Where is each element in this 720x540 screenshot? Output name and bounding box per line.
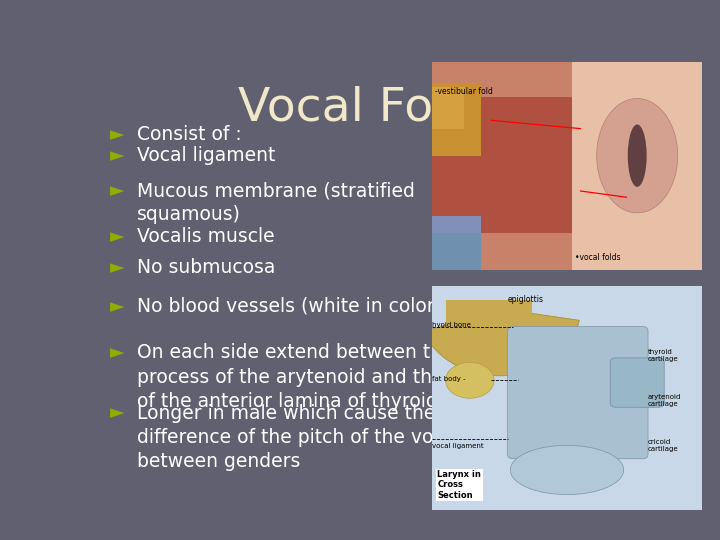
Text: arytenoid
cartilage: arytenoid cartilage	[648, 394, 681, 407]
Text: Consist of :: Consist of :	[138, 125, 242, 144]
Ellipse shape	[446, 362, 494, 399]
Text: Vocalis muscle: Vocalis muscle	[138, 227, 275, 246]
Bar	[572, 62, 702, 270]
Text: Longer in male which cause the
difference of the pitch of the voice
between gend: Longer in male which cause the differenc…	[138, 404, 461, 471]
Wedge shape	[423, 309, 580, 376]
Bar	[432, 233, 481, 270]
Text: ►: ►	[109, 146, 124, 165]
Bar	[432, 216, 481, 233]
Text: ►: ►	[109, 125, 124, 144]
Text: Vocal ligament: Vocal ligament	[138, 146, 276, 165]
Text: vocal ligament: vocal ligament	[432, 443, 484, 449]
Text: No blood vessels (white in color): No blood vessels (white in color)	[138, 297, 442, 316]
Ellipse shape	[510, 446, 624, 495]
Bar	[432, 62, 572, 270]
Bar	[432, 83, 481, 156]
Text: hyoid bone: hyoid bone	[432, 322, 471, 328]
Text: epiglottis: epiglottis	[508, 295, 544, 304]
Text: ►: ►	[109, 343, 124, 362]
FancyBboxPatch shape	[508, 327, 648, 459]
Text: fat body -: fat body -	[432, 376, 466, 382]
Bar	[432, 97, 572, 233]
Text: Mucous membrane (stratified
squamous): Mucous membrane (stratified squamous)	[138, 181, 415, 225]
Text: ►: ►	[109, 258, 124, 277]
Text: ►: ►	[109, 297, 124, 316]
Bar	[432, 87, 464, 129]
Text: ►: ►	[109, 227, 124, 246]
Text: •vocal folds: •vocal folds	[575, 253, 621, 262]
Text: ►: ►	[109, 181, 124, 200]
Ellipse shape	[597, 98, 678, 213]
Text: No submucosa: No submucosa	[138, 258, 276, 277]
FancyBboxPatch shape	[611, 358, 665, 407]
Text: -vestibular fold: -vestibular fold	[435, 87, 492, 96]
Bar	[446, 300, 532, 349]
Text: On each side extend between the voca
process of the arytenoid and the back
of th: On each side extend between the voca pro…	[138, 343, 504, 411]
Text: Larynx in
Cross
Section: Larynx in Cross Section	[438, 470, 481, 500]
Text: ►: ►	[109, 404, 124, 423]
Text: Vocal Folds: Vocal Folds	[238, 85, 500, 131]
Text: thyroid
cartilage: thyroid cartilage	[648, 349, 679, 362]
Ellipse shape	[628, 124, 647, 187]
Text: cricoid
cartilage: cricoid cartilage	[648, 438, 679, 451]
